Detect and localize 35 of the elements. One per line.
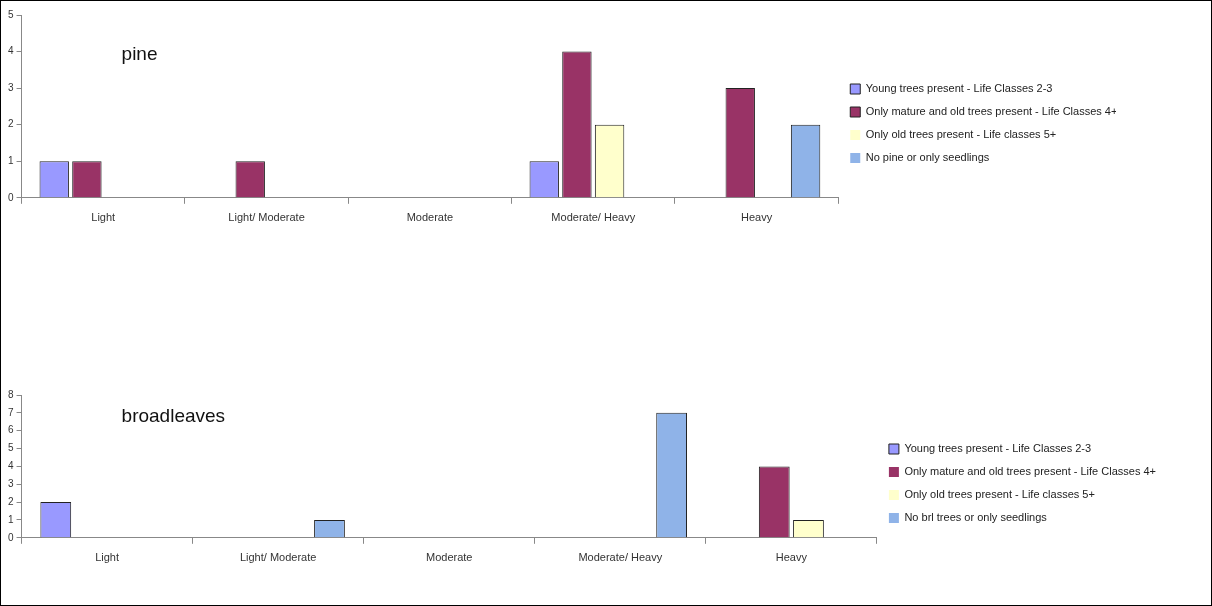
- text: pine: [121, 42, 158, 64]
- y-tick-label: 3: [8, 478, 14, 489]
- y-tick-label: 7: [8, 406, 14, 418]
- y-tick-label: 6: [8, 424, 14, 436]
- x-tick-label: Heavy: [740, 211, 773, 224]
- x-tick-label: Light/ Moderate: [239, 551, 317, 564]
- x-tick-label: Light: [95, 551, 120, 564]
- text: broadleaves: [121, 404, 226, 426]
- legend-label: No pine or only seedlings: [865, 151, 990, 164]
- y-tick-label: 4: [8, 460, 14, 472]
- x-tick-label: Heavy: [775, 551, 808, 564]
- legend-label: Young trees present - Life Classes 2-3: [904, 442, 1092, 455]
- y-tick-label: 8: [8, 388, 14, 400]
- x-tick-label: Light/ Moderate: [228, 211, 305, 224]
- legend-label: Only old trees present - Life classes 5+: [865, 128, 1057, 141]
- y-tick-label: 2: [8, 118, 14, 130]
- x-tick-label: Moderate/ Heavy: [551, 211, 636, 224]
- y-tick-label: 0: [8, 531, 14, 543]
- legend-label: Young trees present - Life Classes 2-3: [865, 82, 1053, 95]
- legend-label: Only old trees present - Life classes 5+: [904, 488, 1095, 501]
- x-tick-label: Moderate/ Heavy: [578, 551, 663, 564]
- x-tick-label: Moderate: [406, 211, 454, 224]
- y-tick-label: 5: [8, 8, 14, 20]
- y-tick-label: 1: [8, 513, 14, 525]
- legend-label: No brl trees or only seedlings: [904, 511, 1048, 524]
- legend-label: Only mature and old trees present - Life Classes 4+: [865, 105, 1118, 118]
- x-tick-label: Moderate: [425, 551, 473, 564]
- y-tick-label: 2: [8, 495, 14, 507]
- y-tick-label: 5: [8, 442, 14, 454]
- legend-label: Only mature and old trees present - Life Classes 4+: [904, 465, 1157, 478]
- y-tick-label: 3: [8, 81, 14, 93]
- x-tick-label: Light: [91, 211, 116, 224]
- y-tick-label: 4: [8, 45, 14, 57]
- y-tick-label: 0: [8, 191, 14, 203]
- y-tick-label: 1: [8, 154, 14, 166]
